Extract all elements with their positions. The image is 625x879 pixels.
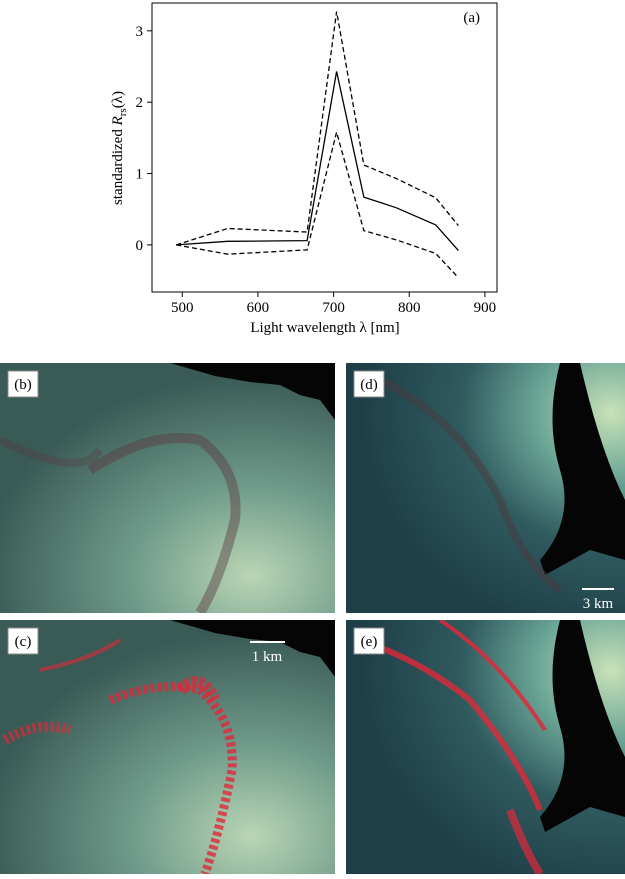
y-tick-label: 2	[136, 95, 144, 111]
panel-label-box	[353, 627, 385, 655]
panel-label: (c)	[15, 634, 32, 650]
panel-label: (d)	[360, 377, 378, 393]
y-label-text: standardized	[110, 125, 126, 205]
x-tick-label: 900	[474, 300, 497, 316]
satellite-image	[0, 620, 335, 874]
satellite-image	[0, 363, 335, 613]
panel-label: (a)	[463, 10, 480, 26]
y-label-subscript: rs	[117, 108, 129, 116]
y-tick-label: 0	[136, 238, 144, 254]
series-line	[176, 11, 459, 246]
panel-label: (b)	[14, 377, 32, 393]
plot-frame	[151, 2, 498, 293]
x-tick-label: 800	[398, 300, 421, 316]
x-tick-label: 700	[322, 300, 345, 316]
panel-label: (e)	[361, 634, 378, 650]
satellite-image	[346, 620, 625, 874]
y-tick-label: 1	[136, 167, 144, 183]
y-axis-label: standardized Rrs(λ)	[110, 91, 129, 205]
y-tick-label: 3	[136, 24, 144, 40]
series-line	[176, 129, 459, 279]
panel-label-box	[353, 370, 385, 398]
y-label-suffix: (λ)	[110, 91, 126, 108]
scale-bar-label: 3 km	[583, 596, 614, 612]
series-line	[176, 71, 459, 252]
panel-label-box	[7, 370, 39, 398]
x-tick-label: 600	[247, 300, 270, 316]
satellite-image	[346, 363, 625, 613]
x-axis-label: Light wavelength λ [nm]	[250, 320, 399, 336]
panel-label-box	[7, 627, 39, 655]
scale-bar-label: 1 km	[252, 649, 283, 665]
x-tick-label: 500	[171, 300, 194, 316]
y-label-symbol: R	[110, 116, 126, 126]
